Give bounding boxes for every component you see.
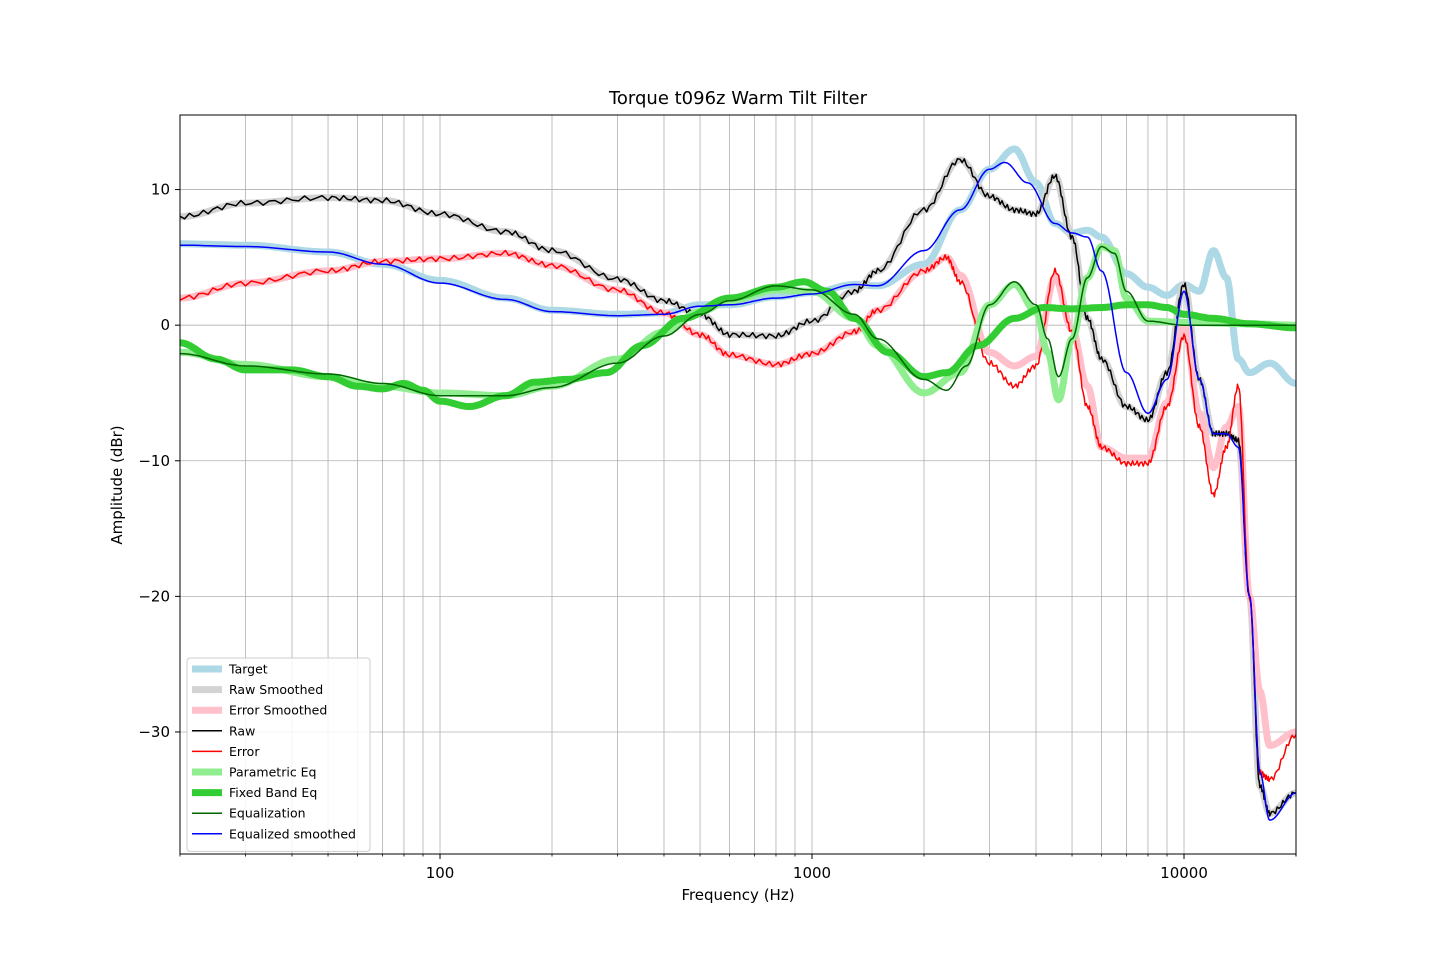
y-tick-label: 0 (160, 316, 170, 334)
legend-label-equalized-smoothed: Equalized smoothed (229, 826, 356, 841)
x-tick-label: 10000 (1160, 864, 1208, 882)
legend: Target Raw Smoothed Error Smoothed Raw Error… (186, 657, 371, 852)
legend-label-error-smoothed: Error Smoothed (229, 703, 327, 718)
plot-series (180, 145, 1296, 821)
series-line-equalized-smoothed (180, 161, 1296, 821)
legend-label-target: Target (228, 662, 268, 677)
x-tick-label: 100 (426, 864, 455, 882)
series-line-error-smoothed (180, 249, 1296, 749)
y-tick-label: −20 (138, 587, 170, 605)
grid-lines (180, 115, 1296, 854)
legend-label-raw-smoothed: Raw Smoothed (229, 682, 323, 697)
legend-label-equalization: Equalization (229, 806, 306, 821)
x-tick-label: 1000 (793, 864, 831, 882)
x-axis-ticks: 100 1000 10000 (179, 854, 1297, 882)
y-axis-label: Amplitude (dBr) (108, 425, 126, 544)
legend-box (186, 657, 371, 852)
y-tick-label: 10 (151, 181, 170, 199)
y-tick-label: −10 (138, 452, 170, 470)
chart-title: Torque t096z Warm Tilt Filter (608, 88, 868, 109)
legend-label-error: Error (229, 744, 260, 759)
legend-label-fixed-band-eq: Fixed Band Eq (229, 785, 317, 800)
series-line-equalization (180, 245, 1296, 397)
plot-frame (179, 114, 1297, 855)
legend-label-raw: Raw (229, 723, 255, 738)
series-line-error (180, 249, 1296, 783)
legend-label-parametric-eq: Parametric Eq (229, 765, 317, 780)
y-axis-ticks: 10 0 −10 −20 −30 (138, 181, 180, 741)
y-tick-label: −30 (138, 723, 170, 741)
series-line-fixed-band-eq (180, 278, 1296, 410)
x-axis-label: Frequency (Hz) (681, 886, 794, 904)
